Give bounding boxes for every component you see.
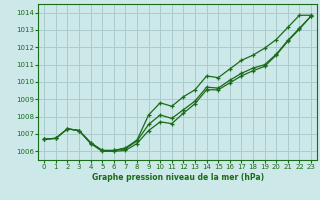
X-axis label: Graphe pression niveau de la mer (hPa): Graphe pression niveau de la mer (hPa) — [92, 173, 264, 182]
